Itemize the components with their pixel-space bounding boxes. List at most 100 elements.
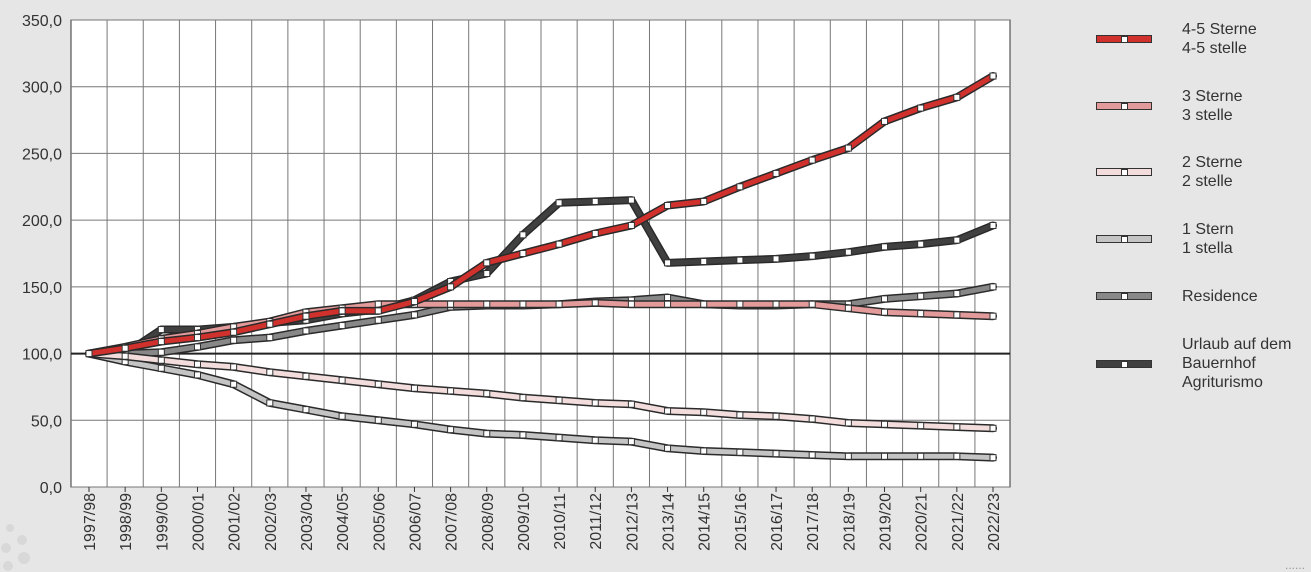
data-point: [953, 236, 961, 244]
data-point: [338, 376, 346, 384]
data-point: [193, 334, 201, 342]
data-point: [519, 300, 527, 308]
legend-swatch: [1096, 360, 1152, 368]
data-point: [483, 390, 491, 398]
data-point: [736, 411, 744, 419]
legend-marker: [1121, 36, 1128, 43]
grid-lines: [71, 19, 1010, 488]
legend-label: 4-5 stelle: [1182, 40, 1247, 57]
data-point: [627, 400, 635, 408]
data-point: [266, 368, 274, 376]
x-tick-label: 1999/00: [154, 493, 171, 551]
y-tick-label: 0,0: [40, 480, 62, 497]
data-point: [447, 387, 455, 395]
data-point: [808, 415, 816, 423]
x-tick-label: 2006/07: [407, 493, 424, 551]
data-point: [736, 256, 744, 264]
x-tick-label: 1998/99: [118, 493, 135, 551]
data-point: [302, 372, 310, 380]
legend-label: 3 Sterne: [1182, 88, 1243, 105]
legend-swatch: [1096, 292, 1152, 300]
data-point: [989, 454, 997, 462]
data-point: [374, 316, 382, 324]
data-point: [519, 231, 527, 239]
x-tick-label: 2014/15: [697, 493, 714, 551]
x-tick-label: 2012/13: [624, 493, 641, 551]
data-point: [700, 300, 708, 308]
data-point: [266, 334, 274, 342]
y-tick-label: 50,0: [31, 413, 62, 430]
data-point: [157, 338, 165, 346]
data-point: [881, 420, 889, 428]
data-point: [700, 447, 708, 455]
legend-swatch: [1096, 102, 1152, 110]
data-point: [302, 312, 310, 320]
series-0: [85, 72, 997, 358]
y-tick-label: 250,0: [22, 146, 62, 163]
x-tick-label: 2016/17: [769, 493, 786, 551]
legend-label: 2 Sterne: [1182, 154, 1243, 171]
data-point: [591, 399, 599, 407]
data-point: [700, 197, 708, 205]
data-point: [664, 201, 672, 209]
data-point: [953, 93, 961, 101]
data-point: [591, 299, 599, 307]
corner-dots-decoration: [1, 524, 30, 571]
data-point: [157, 356, 165, 364]
legend-swatch: [1096, 35, 1152, 43]
data-point: [808, 252, 816, 260]
legend-marker: [1121, 361, 1128, 368]
data-point: [591, 436, 599, 444]
data-point: [844, 419, 852, 427]
data-point: [85, 350, 93, 358]
data-point: [302, 327, 310, 335]
data-point: [844, 452, 852, 460]
x-tick-label: 2011/12: [588, 493, 605, 550]
series-3: [85, 349, 997, 462]
data-point: [736, 448, 744, 456]
data-point: [374, 307, 382, 315]
series-line: [86, 73, 996, 357]
data-point: [844, 144, 852, 152]
data-point: [664, 300, 672, 308]
data-point: [410, 384, 418, 392]
data-point: [157, 364, 165, 372]
data-point: [664, 294, 672, 302]
data-point: [772, 169, 780, 177]
data-point: [157, 326, 165, 334]
data-point: [338, 322, 346, 330]
x-tick-label: 2007/08: [444, 493, 461, 551]
data-point: [447, 283, 455, 291]
data-point: [664, 407, 672, 415]
data-point: [736, 300, 744, 308]
data-point: [772, 255, 780, 263]
data-point: [447, 300, 455, 308]
data-point: [410, 420, 418, 428]
data-point: [917, 422, 925, 430]
data-point: [808, 156, 816, 164]
data-point: [989, 424, 997, 432]
data-point: [519, 250, 527, 257]
data-point: [555, 396, 563, 404]
data-point: [302, 406, 310, 414]
data-point: [230, 328, 238, 336]
legend-marker: [1121, 169, 1128, 176]
y-tick-label: 350,0: [22, 13, 62, 30]
data-point: [121, 344, 129, 352]
data-point: [591, 229, 599, 237]
legend-label: Residence: [1182, 288, 1258, 305]
data-point: [338, 307, 346, 315]
legend-label: Urlaub auf dem: [1182, 336, 1292, 353]
x-tick-label: 2004/05: [335, 493, 352, 551]
x-tick-label: 2018/19: [841, 493, 858, 551]
corner-dots: ......: [1284, 558, 1305, 572]
data-point: [483, 430, 491, 438]
data-point: [483, 270, 491, 278]
data-point: [881, 295, 889, 303]
data-point: [953, 423, 961, 431]
data-point: [808, 451, 816, 459]
data-point: [736, 183, 744, 191]
data-point: [772, 412, 780, 420]
series-line: [86, 300, 996, 357]
